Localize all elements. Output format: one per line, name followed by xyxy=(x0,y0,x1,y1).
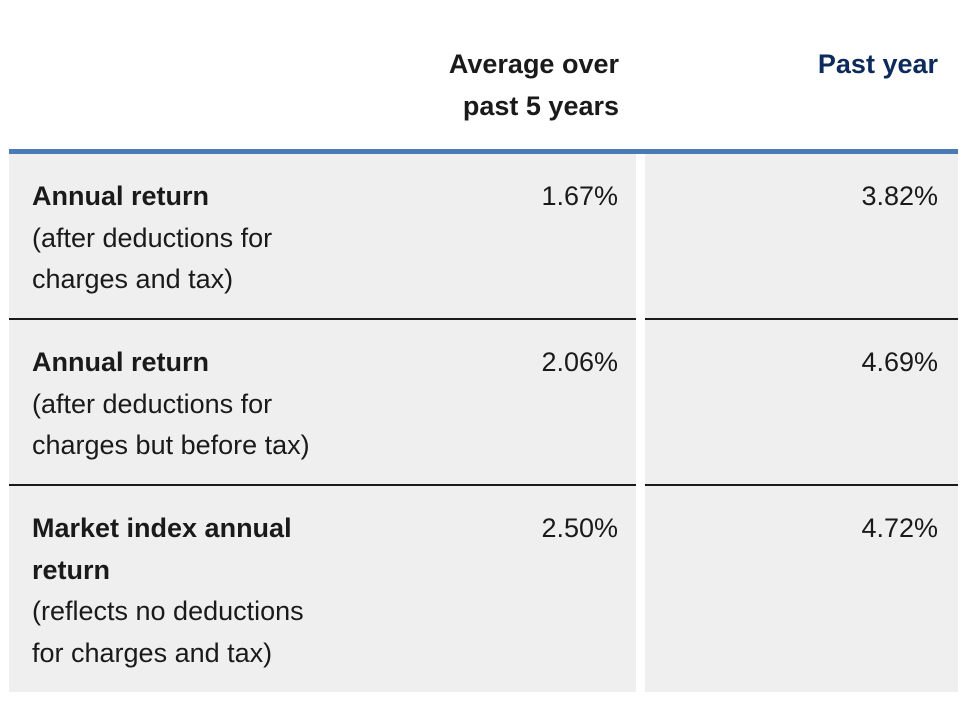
row-divider xyxy=(645,318,958,320)
row-label: Annual return (after deductions for char… xyxy=(32,342,392,467)
column-header-average: Average over past 5 years xyxy=(359,43,619,127)
past-year-cell: 3.82% xyxy=(645,154,958,319)
row-subtitle-line1: (after deductions for xyxy=(32,388,273,419)
row-subtitle-line2: charges and tax) xyxy=(32,264,234,294)
row-title: Market index annual xyxy=(32,513,292,543)
row-divider xyxy=(9,484,636,486)
row-subtitle-line2: charges but before tax) xyxy=(32,430,310,460)
returns-table: Average over past 5 years Past year Annu… xyxy=(9,0,958,692)
column-header-average-line2: past 5 years xyxy=(462,91,619,121)
row-label-cell: Market index annual return (reflects no … xyxy=(9,486,636,692)
row-label-cell: Annual return (after deductions for char… xyxy=(9,154,636,319)
row-label: Annual return (after deductions for char… xyxy=(32,176,392,301)
average-value: 2.06% xyxy=(541,347,618,377)
row-title: Annual return xyxy=(32,347,210,377)
table-row: Annual return (after deductions for char… xyxy=(9,154,958,319)
average-value: 1.67% xyxy=(541,181,618,211)
past-year-cell: 4.69% xyxy=(645,320,958,484)
table-row: Market index annual return (reflects no … xyxy=(9,486,958,692)
column-header-past-year: Past year xyxy=(817,49,938,79)
row-title-line2: return xyxy=(32,554,111,585)
column-header-average-line1: Average over xyxy=(448,49,619,79)
table-header: Average over past 5 years Past year xyxy=(9,0,958,149)
row-divider xyxy=(645,484,958,486)
row-subtitle-line2: for charges and tax) xyxy=(32,637,273,668)
row-divider xyxy=(9,318,636,320)
past-year-cell: 4.72% xyxy=(645,486,958,692)
header-divider xyxy=(9,149,958,154)
row-subtitle-line1: (reflects no deductions xyxy=(32,596,304,626)
average-value: 2.50% xyxy=(541,513,618,543)
row-label-cell: Annual return (after deductions for char… xyxy=(9,320,636,484)
table-row: Annual return (after deductions for char… xyxy=(9,320,958,484)
row-subtitle-line1: (after deductions for xyxy=(32,222,273,253)
past-year-value: 4.69% xyxy=(861,347,938,377)
row-title: Annual return xyxy=(32,181,210,211)
past-year-value: 4.72% xyxy=(861,513,938,543)
past-year-value: 3.82% xyxy=(861,181,938,211)
row-label: Market index annual return (reflects no … xyxy=(32,508,392,674)
